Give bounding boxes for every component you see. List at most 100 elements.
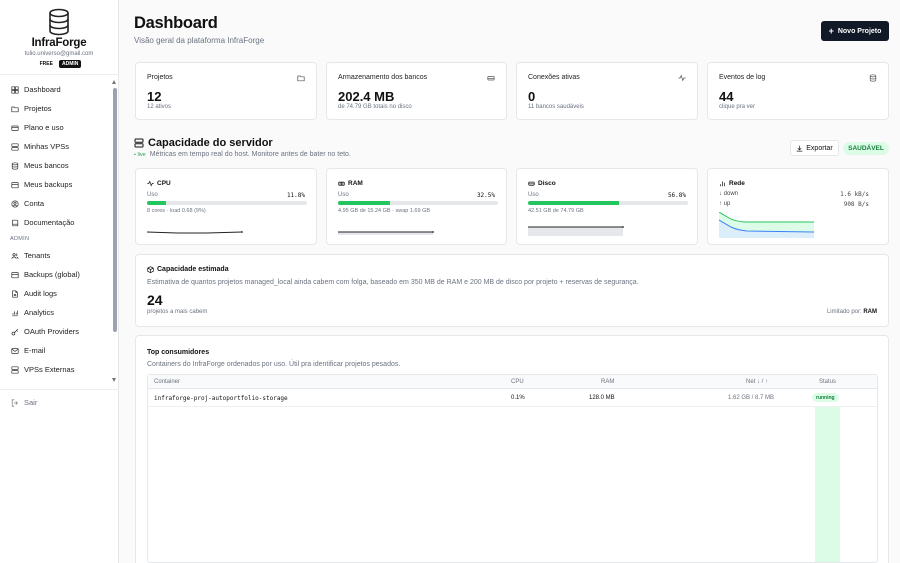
disk-sparkline	[528, 226, 624, 236]
col-net[interactable]: Net ↓ / ↑	[746, 379, 769, 385]
ram-sparkline	[338, 231, 434, 235]
book-icon	[10, 218, 19, 227]
ram-usage-fill	[338, 201, 390, 205]
drive-icon	[487, 74, 496, 83]
sidebar-item-conta[interactable]: Conta	[0, 194, 112, 213]
sidebar-item-label: Projetos	[24, 104, 52, 113]
cpu-card: CPU Uso 11.8% 8 cores · load 0.68 (9%)	[135, 168, 317, 245]
capacity-description: Estimativa de quantos projetos managed_l…	[147, 279, 639, 286]
activity-icon	[678, 74, 687, 83]
health-status-badge: SAUDÁVEL	[843, 142, 889, 155]
live-indicator: • live	[134, 152, 146, 158]
stat-card-projects[interactable]: Projetos 12 12 ativos	[135, 62, 317, 120]
sidebar-item-analytics[interactable]: Analytics	[0, 303, 112, 322]
backup-icon	[10, 180, 19, 189]
net-up-row: ↑ up 908 B/s	[719, 201, 869, 208]
database-icon	[10, 161, 19, 170]
sidebar-item-label: Meus backups	[24, 180, 73, 189]
top-consumers-title: Top consumidores	[147, 349, 210, 356]
capacity-value: 24	[147, 292, 163, 308]
sidebar-item-meus-bancos[interactable]: Meus bancos	[0, 156, 112, 175]
logout-label: Sair	[24, 398, 38, 407]
stat-hint: de 74.79 GB totais no disco	[338, 104, 412, 110]
bar-chart-icon	[720, 181, 725, 187]
sidebar-scrollbar[interactable]	[112, 80, 117, 382]
stat-hint: 12 ativos	[147, 104, 172, 110]
sidebar-item-projetos[interactable]: Projetos	[0, 99, 112, 118]
network-card: Rede ↓ down 1.6 kB/s ↑ up 908 B/s	[707, 168, 889, 245]
sidebar-item-label: Conta	[24, 199, 45, 208]
net-down-value: 1.6 kB/s	[840, 191, 869, 198]
sidebar-item-backups-global[interactable]: Backups (global)	[0, 265, 112, 284]
sidebar-item-label: Plano e uso	[24, 123, 64, 132]
sidebar-item-label: Audit logs	[24, 289, 57, 298]
stat-card-storage[interactable]: Armazenamento dos bancos 202.4 MB de 74.…	[326, 62, 507, 120]
server-icon	[10, 142, 19, 151]
net-up-label: ↑ up	[719, 201, 731, 207]
chart-icon	[10, 308, 19, 317]
stat-value: 44	[719, 89, 734, 104]
sidebar-item-e-mail[interactable]: E-mail	[0, 341, 112, 360]
status-column-fill	[815, 407, 840, 562]
ram-percent: 32.5%	[476, 192, 495, 199]
folder-icon	[10, 104, 19, 113]
sidebar-item-label: Minhas VPSs	[24, 142, 70, 151]
sidebar-item-minhas-vpss[interactable]: Minhas VPSs	[0, 137, 112, 156]
export-button[interactable]: Exportar	[790, 140, 839, 156]
usage-label: Uso	[528, 192, 539, 198]
cell-cpu: 0.1%	[511, 395, 525, 401]
sidebar-item-tenants[interactable]: Tenants	[0, 246, 112, 265]
sidebar-item-label: Dashboard	[24, 85, 61, 94]
scroll-up-arrow-icon[interactable]	[112, 80, 116, 84]
cpu-sparkline	[147, 231, 243, 234]
sidebar-nav: Dashboard Projetos Plano e uso Minhas VPSs M…	[0, 80, 112, 382]
users-icon	[10, 251, 19, 260]
table-header: Container CPU RAM Net ↓ / ↑ Status	[148, 375, 877, 389]
logout-icon	[10, 398, 19, 407]
user-email: tulio.universo@gmail.com	[24, 51, 94, 57]
activity-icon	[147, 180, 154, 187]
admin-section-label: ADMIN	[10, 236, 30, 242]
logout-button[interactable]: Sair	[0, 393, 119, 412]
sidebar-item-label: Analytics	[24, 308, 55, 317]
database-logo-icon	[49, 8, 69, 36]
scroll-down-arrow-icon[interactable]	[112, 378, 116, 382]
backup-icon	[10, 270, 19, 279]
net-down-label: ↓ down	[719, 191, 739, 197]
stat-label: Projetos	[147, 74, 173, 81]
disk-usage-bar	[528, 201, 688, 205]
plus-icon: +	[828, 26, 834, 36]
network-title: Rede	[719, 180, 745, 187]
new-project-button[interactable]: + Novo Projeto	[821, 21, 889, 41]
stat-card-connections[interactable]: Conexões ativas 0 11 bancos saudáveis	[516, 62, 698, 120]
box-icon	[147, 266, 154, 273]
disk-percent: 56.8%	[667, 192, 686, 199]
col-ram: RAM	[601, 379, 615, 385]
sidebar-item-vpss-externas[interactable]: VPSs Externas	[0, 360, 112, 379]
usage-label: Uso	[338, 192, 349, 198]
sidebar-item-meus-backups[interactable]: Meus backups	[0, 175, 112, 194]
stat-card-logs[interactable]: Eventos de log 44 clique pra ver	[707, 62, 889, 120]
sidebar-item-documentacao[interactable]: Documentação	[0, 213, 112, 232]
plan-badge: FREE	[36, 60, 56, 68]
top-consumers-description: Containers do InfraForge ordenados por u…	[147, 361, 401, 368]
drive-icon	[528, 181, 535, 186]
sidebar-item-label: VPSs Externas	[24, 365, 75, 374]
server-subtitle-text: Métricas em tempo real do host. Monitore…	[149, 151, 351, 158]
sidebar-item-audit-logs[interactable]: Audit logs	[0, 284, 112, 303]
sidebar-item-dashboard[interactable]: Dashboard	[0, 80, 112, 99]
sidebar-item-label: Tenants	[24, 251, 51, 260]
stat-value: 202.4 MB	[338, 89, 395, 104]
scroll-thumb[interactable]	[112, 88, 117, 332]
consumers-table: Container CPU RAM Net ↓ / ↑ Status infra…	[147, 374, 878, 563]
status-badge: running	[812, 393, 839, 402]
sidebar-item-plano-e-uso[interactable]: Plano e uso	[0, 118, 112, 137]
stat-label: Eventos de log	[719, 74, 766, 81]
sidebar-item-oauth-providers[interactable]: OAuth Providers	[0, 322, 112, 341]
cpu-usage-bar	[147, 201, 307, 205]
page-title: Dashboard	[134, 14, 218, 32]
cpu-percent: 11.8%	[286, 192, 305, 199]
table-row[interactable]: infraforge-proj-autoportfolio-storage 0.…	[148, 389, 877, 407]
server-title-text: Capacidade do servidor	[148, 137, 273, 149]
disk-detail: 42.51 GB de 74.79 GB	[528, 208, 584, 214]
